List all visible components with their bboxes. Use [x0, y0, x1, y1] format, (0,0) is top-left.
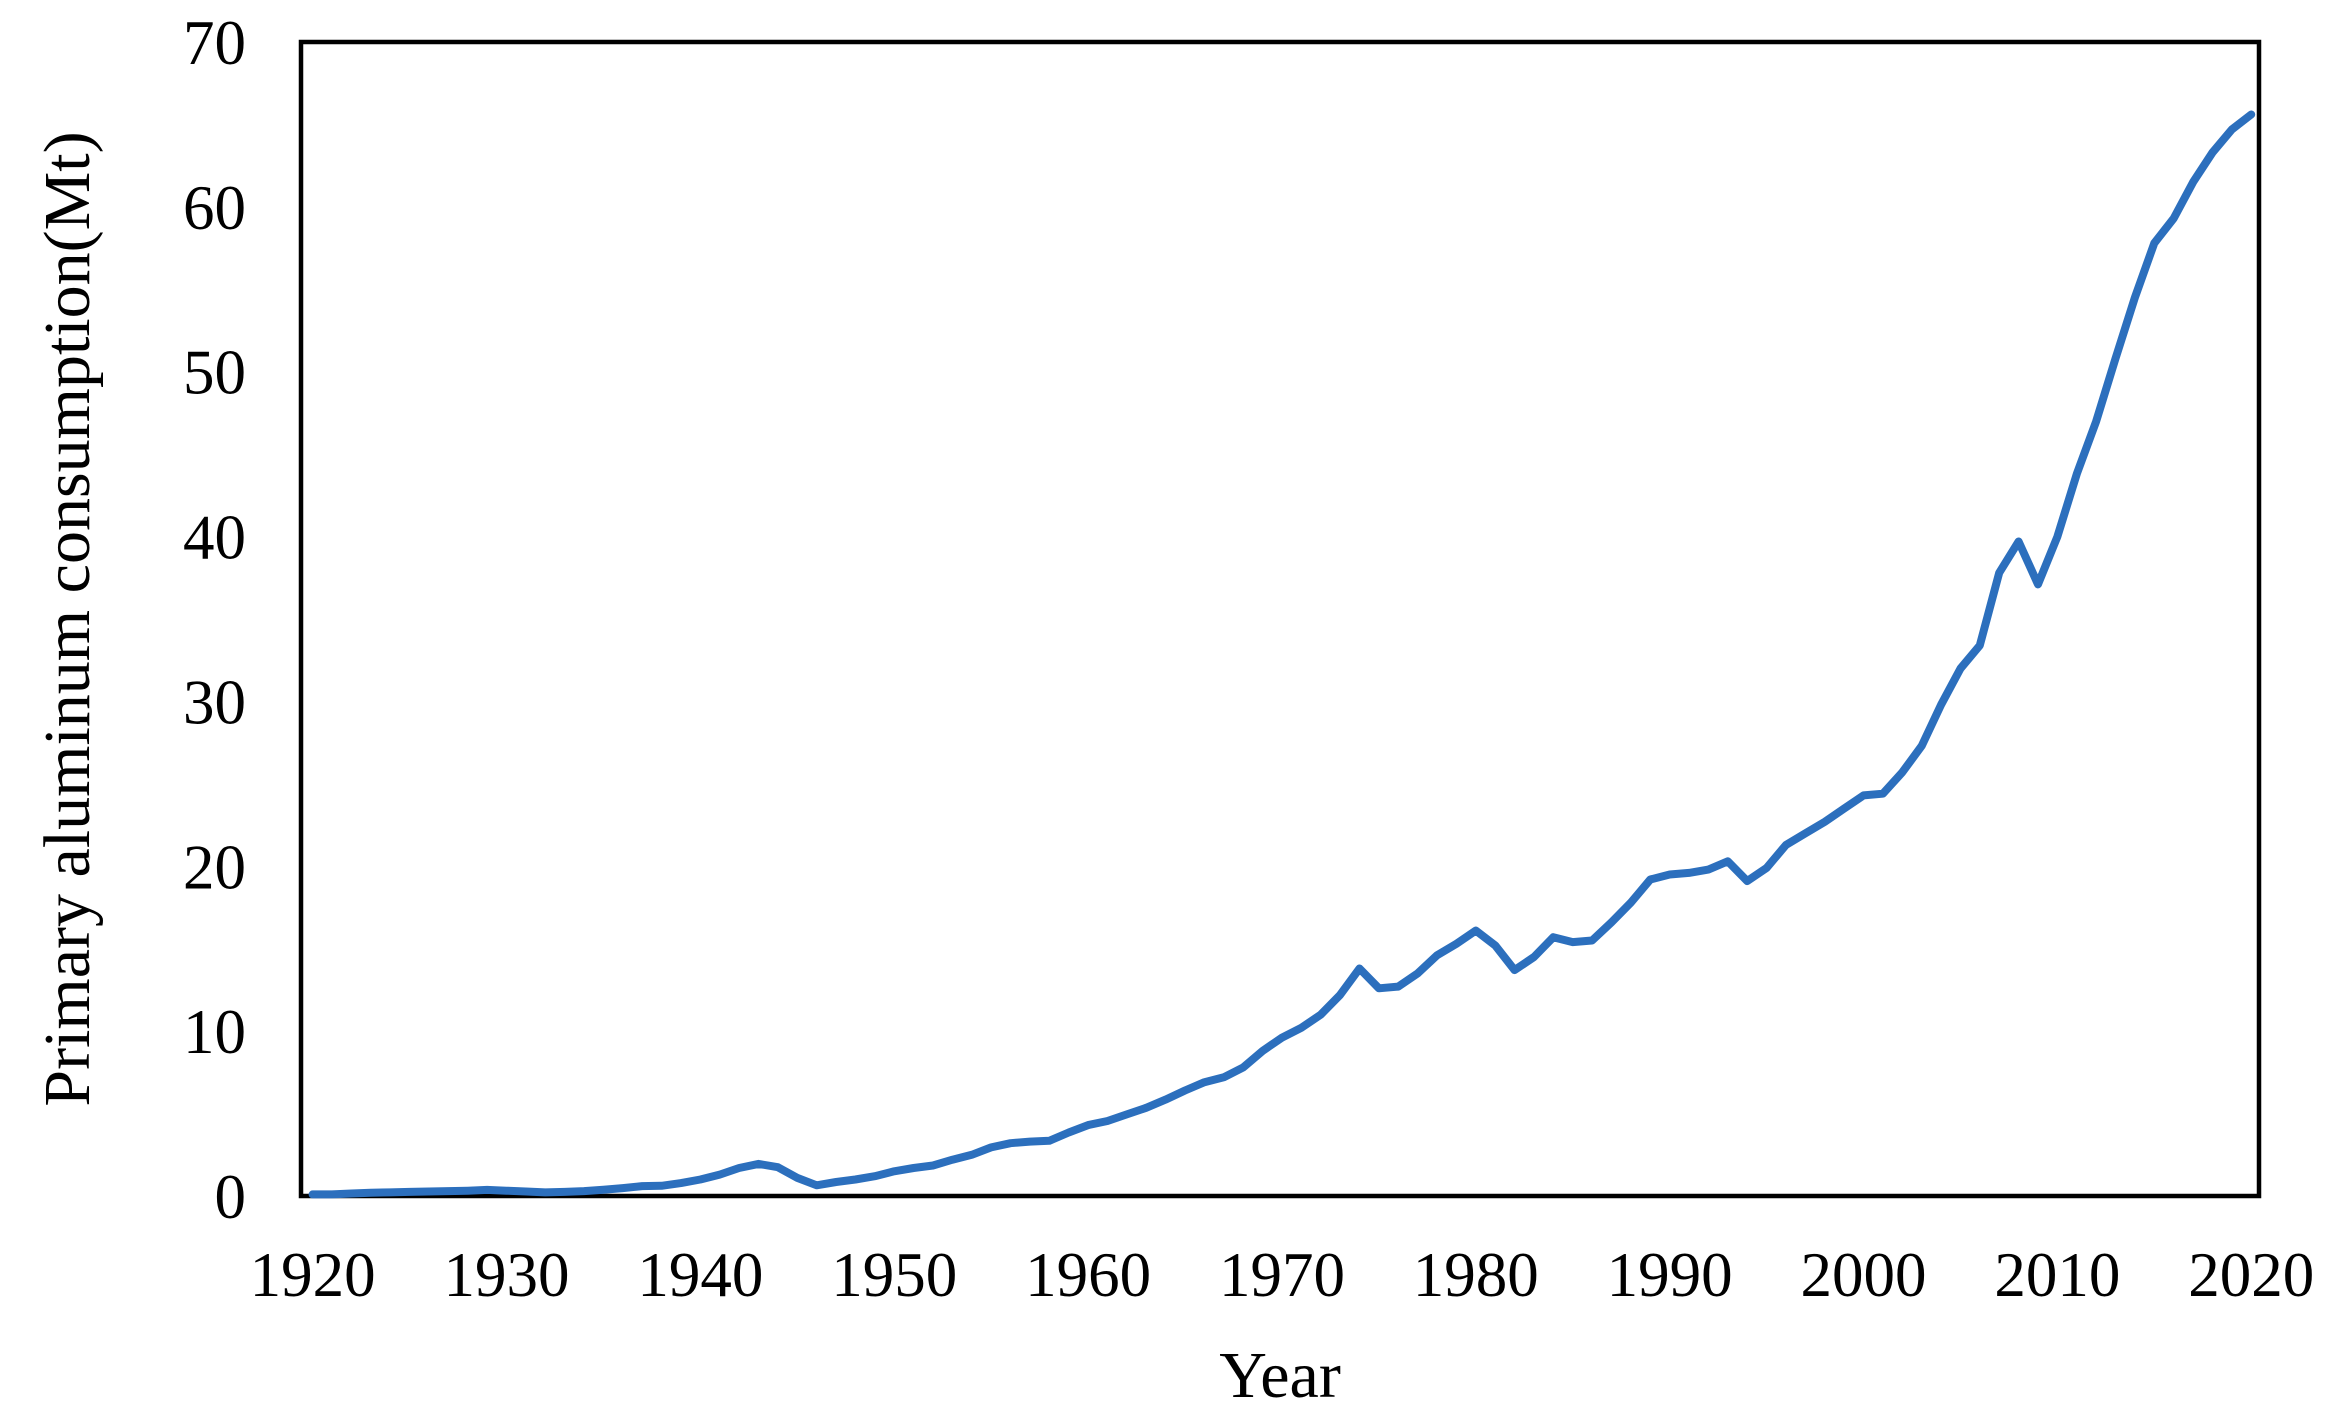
y-axis-title: Primary aluminum consumption(Mt) — [31, 131, 104, 1107]
x-tick-label: 2010 — [1994, 1240, 2120, 1310]
y-tick-label: 60 — [183, 173, 246, 243]
plot-border — [298, 39, 2262, 1199]
y-tick-label: 50 — [183, 338, 246, 408]
x-tick-label: 2020 — [2188, 1240, 2314, 1310]
y-tick-label: 40 — [183, 503, 246, 573]
y-tick-label: 10 — [183, 997, 246, 1067]
x-tick-label: 2000 — [1801, 1240, 1927, 1310]
data-series-line — [308, 110, 2256, 1199]
x-tick-label: 1980 — [1413, 1240, 1539, 1310]
x-tick-label: 1990 — [1607, 1240, 1733, 1310]
x-tick-label: 1970 — [1219, 1240, 1345, 1310]
y-tick-label: 30 — [183, 667, 246, 737]
x-tick-label: 1960 — [1025, 1240, 1151, 1310]
x-axis-title: Year — [1219, 1339, 1341, 1412]
y-tick-label: 20 — [183, 832, 246, 902]
y-tick-label: 70 — [183, 8, 246, 78]
x-tick-label: 1920 — [250, 1240, 376, 1310]
y-tick-label: 0 — [215, 1162, 247, 1232]
x-tick-label: 1940 — [637, 1240, 763, 1310]
x-tick-label: 1950 — [831, 1240, 957, 1310]
x-tick-label: 1930 — [443, 1240, 569, 1310]
